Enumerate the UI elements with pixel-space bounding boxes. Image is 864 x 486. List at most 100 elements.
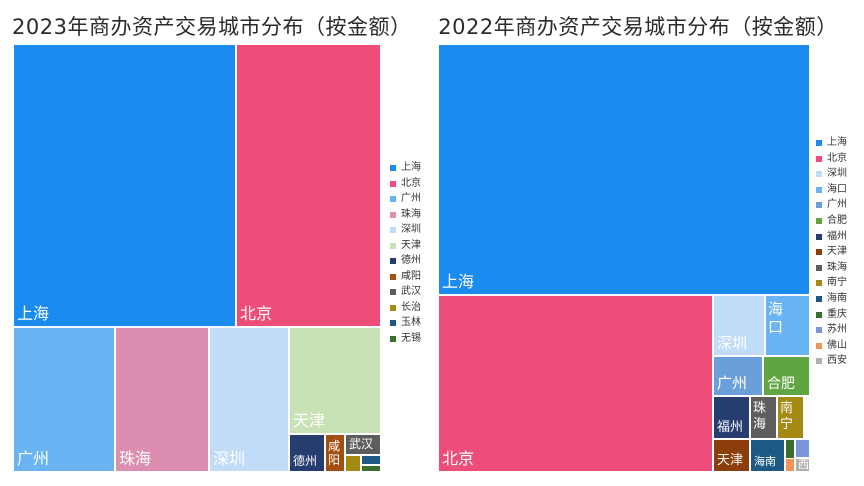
tile-label: 西 (798, 458, 809, 471)
legend-swatch (816, 186, 822, 193)
tile-label: 天津 (717, 453, 744, 468)
treemap-tile: 广州 (713, 356, 763, 396)
treemap-tile: 北京 (438, 295, 713, 472)
treemap-tile (795, 439, 810, 458)
legend-label: 上海 (827, 137, 847, 148)
treemap-tile: 咸阳 (325, 434, 345, 472)
legend-label: 重庆 (827, 308, 847, 320)
treemap-tile: 深圳 (209, 327, 289, 472)
tile-label: 广州 (717, 374, 748, 392)
legend-label: 北京 (401, 177, 421, 189)
treemap-tile (785, 458, 795, 472)
treemap-tile: 天津 (289, 327, 381, 434)
legend-swatch (816, 280, 822, 287)
tile-label: 福州 (717, 420, 744, 435)
legend-2022: 上海 北京 深圳 海口 广州 合肥 福州 天津 珠海 南宁 海南 重庆 苏州 佛山 西安 (816, 137, 860, 387)
tile-label: 珠海 (753, 401, 767, 432)
treemap-tile: 德州 (289, 434, 325, 472)
tile-label: 咸阳 (328, 439, 341, 468)
legend-label: 广州 (401, 193, 421, 204)
legend-swatch (816, 342, 822, 349)
legend-label: 福州 (827, 230, 847, 242)
legend-label: 广州 (827, 199, 847, 211)
legend-swatch (816, 233, 822, 240)
legend-swatch (390, 258, 396, 264)
tile-label: 深圳 (717, 334, 748, 352)
treemap-tile: 深圳 (713, 295, 765, 356)
chart-title-2022: 2022年商办资产交易城市分布（按金额） (438, 15, 838, 39)
legend-swatch (816, 171, 822, 178)
legend-swatch (390, 289, 396, 295)
legend-label: 天津 (401, 239, 421, 251)
tile-label: 德州 (293, 454, 318, 468)
legend-swatch (816, 264, 822, 271)
treemap-tile: 武汉 (345, 434, 381, 455)
treemap-panel-2023: 2023年商办资产交易城市分布（按金额） 上海 北京 广州 珠海 深圳 天津 德州 咸阳 武汉 … (12, 15, 430, 472)
legend-label: 长治 (401, 301, 421, 313)
treemap-tile: 广州 (13, 327, 115, 472)
legend-label: 咸阳 (401, 270, 421, 282)
legend-swatch (390, 196, 396, 202)
tile-label: 海口 (768, 300, 784, 336)
treemap-tile: 上海 (13, 44, 236, 327)
treemap-2023: 上海 北京广州 珠海 深圳 天津德州 咸阳 武汉 (13, 44, 381, 472)
legend-swatch (390, 165, 396, 171)
treemap-tile: 海南 (750, 439, 785, 472)
legend-swatch (390, 227, 396, 233)
legend-label: 珠海 (401, 208, 421, 220)
treemap-tile (361, 455, 381, 465)
legend-label: 武汉 (401, 286, 421, 297)
tile-label: 天津 (293, 411, 326, 430)
legend-label: 西安 (827, 355, 847, 367)
tile-label: 海南 (754, 455, 776, 468)
treemap-tile: 合肥 (763, 356, 810, 396)
legend-2023: 上海 北京 广州 珠海 深圳 天津 德州 咸阳 武汉 长治 玉林 无锡 (390, 162, 430, 362)
legend-swatch (816, 327, 822, 334)
legend-label: 上海 (401, 162, 421, 173)
treemap-tile: 珠海 (115, 327, 209, 472)
tile-label: 北京 (442, 449, 475, 468)
legend-swatch (816, 140, 822, 146)
treemap-tile: 西 (795, 458, 810, 472)
treemap-2022: 上海北京 深圳 海口广州 合肥福州天津 珠海 南宁海南 西 (438, 44, 810, 472)
tile-label: 上海 (17, 304, 50, 323)
legend-swatch (390, 304, 396, 311)
legend-label: 合肥 (827, 215, 847, 226)
legend-label: 海南 (827, 293, 847, 304)
tile-label: 深圳 (213, 449, 246, 468)
tile-label: 广州 (17, 449, 50, 468)
treemap-tile: 福州 (713, 396, 750, 439)
legend-swatch (390, 242, 396, 249)
treemap-tile: 北京 (236, 44, 381, 327)
legend-swatch (816, 296, 822, 302)
legend-swatch (390, 273, 396, 280)
treemap-tile: 珠海 (750, 396, 777, 439)
legend-label: 玉林 (401, 317, 421, 328)
tile-label: 南宁 (780, 401, 794, 432)
tile-label: 上海 (442, 272, 475, 291)
treemap-panel-2022: 2022年商办资产交易城市分布（按金额） 上海 北京 深圳 海口 广州 合肥 福州 天津 珠海南… (432, 0, 864, 486)
legend-label: 深圳 (401, 224, 421, 235)
legend-swatch (816, 249, 822, 256)
legend-swatch (390, 335, 396, 342)
treemap-tile (361, 465, 381, 472)
legend-label: 海口 (827, 183, 847, 195)
legend-swatch (390, 180, 396, 187)
tile-label: 珠海 (119, 449, 152, 468)
treemap-tile (345, 455, 361, 472)
legend-swatch (816, 358, 822, 365)
legend-label: 珠海 (827, 261, 847, 273)
chart-title-2023: 2023年商办资产交易城市分布（按金额） (12, 15, 412, 39)
treemap-tile: 海口 (765, 295, 810, 356)
tile-label: 武汉 (349, 437, 374, 451)
legend-swatch (390, 320, 396, 326)
legend-label: 北京 (827, 152, 847, 164)
legend-swatch (816, 155, 822, 162)
legend-swatch (390, 211, 396, 218)
treemap-tile: 南宁 (777, 396, 804, 439)
legend-label: 深圳 (827, 168, 847, 180)
legend-label: 苏州 (827, 324, 847, 336)
tile-label: 合肥 (767, 376, 795, 392)
legend-label: 天津 (827, 246, 847, 258)
legend-swatch (816, 218, 822, 224)
